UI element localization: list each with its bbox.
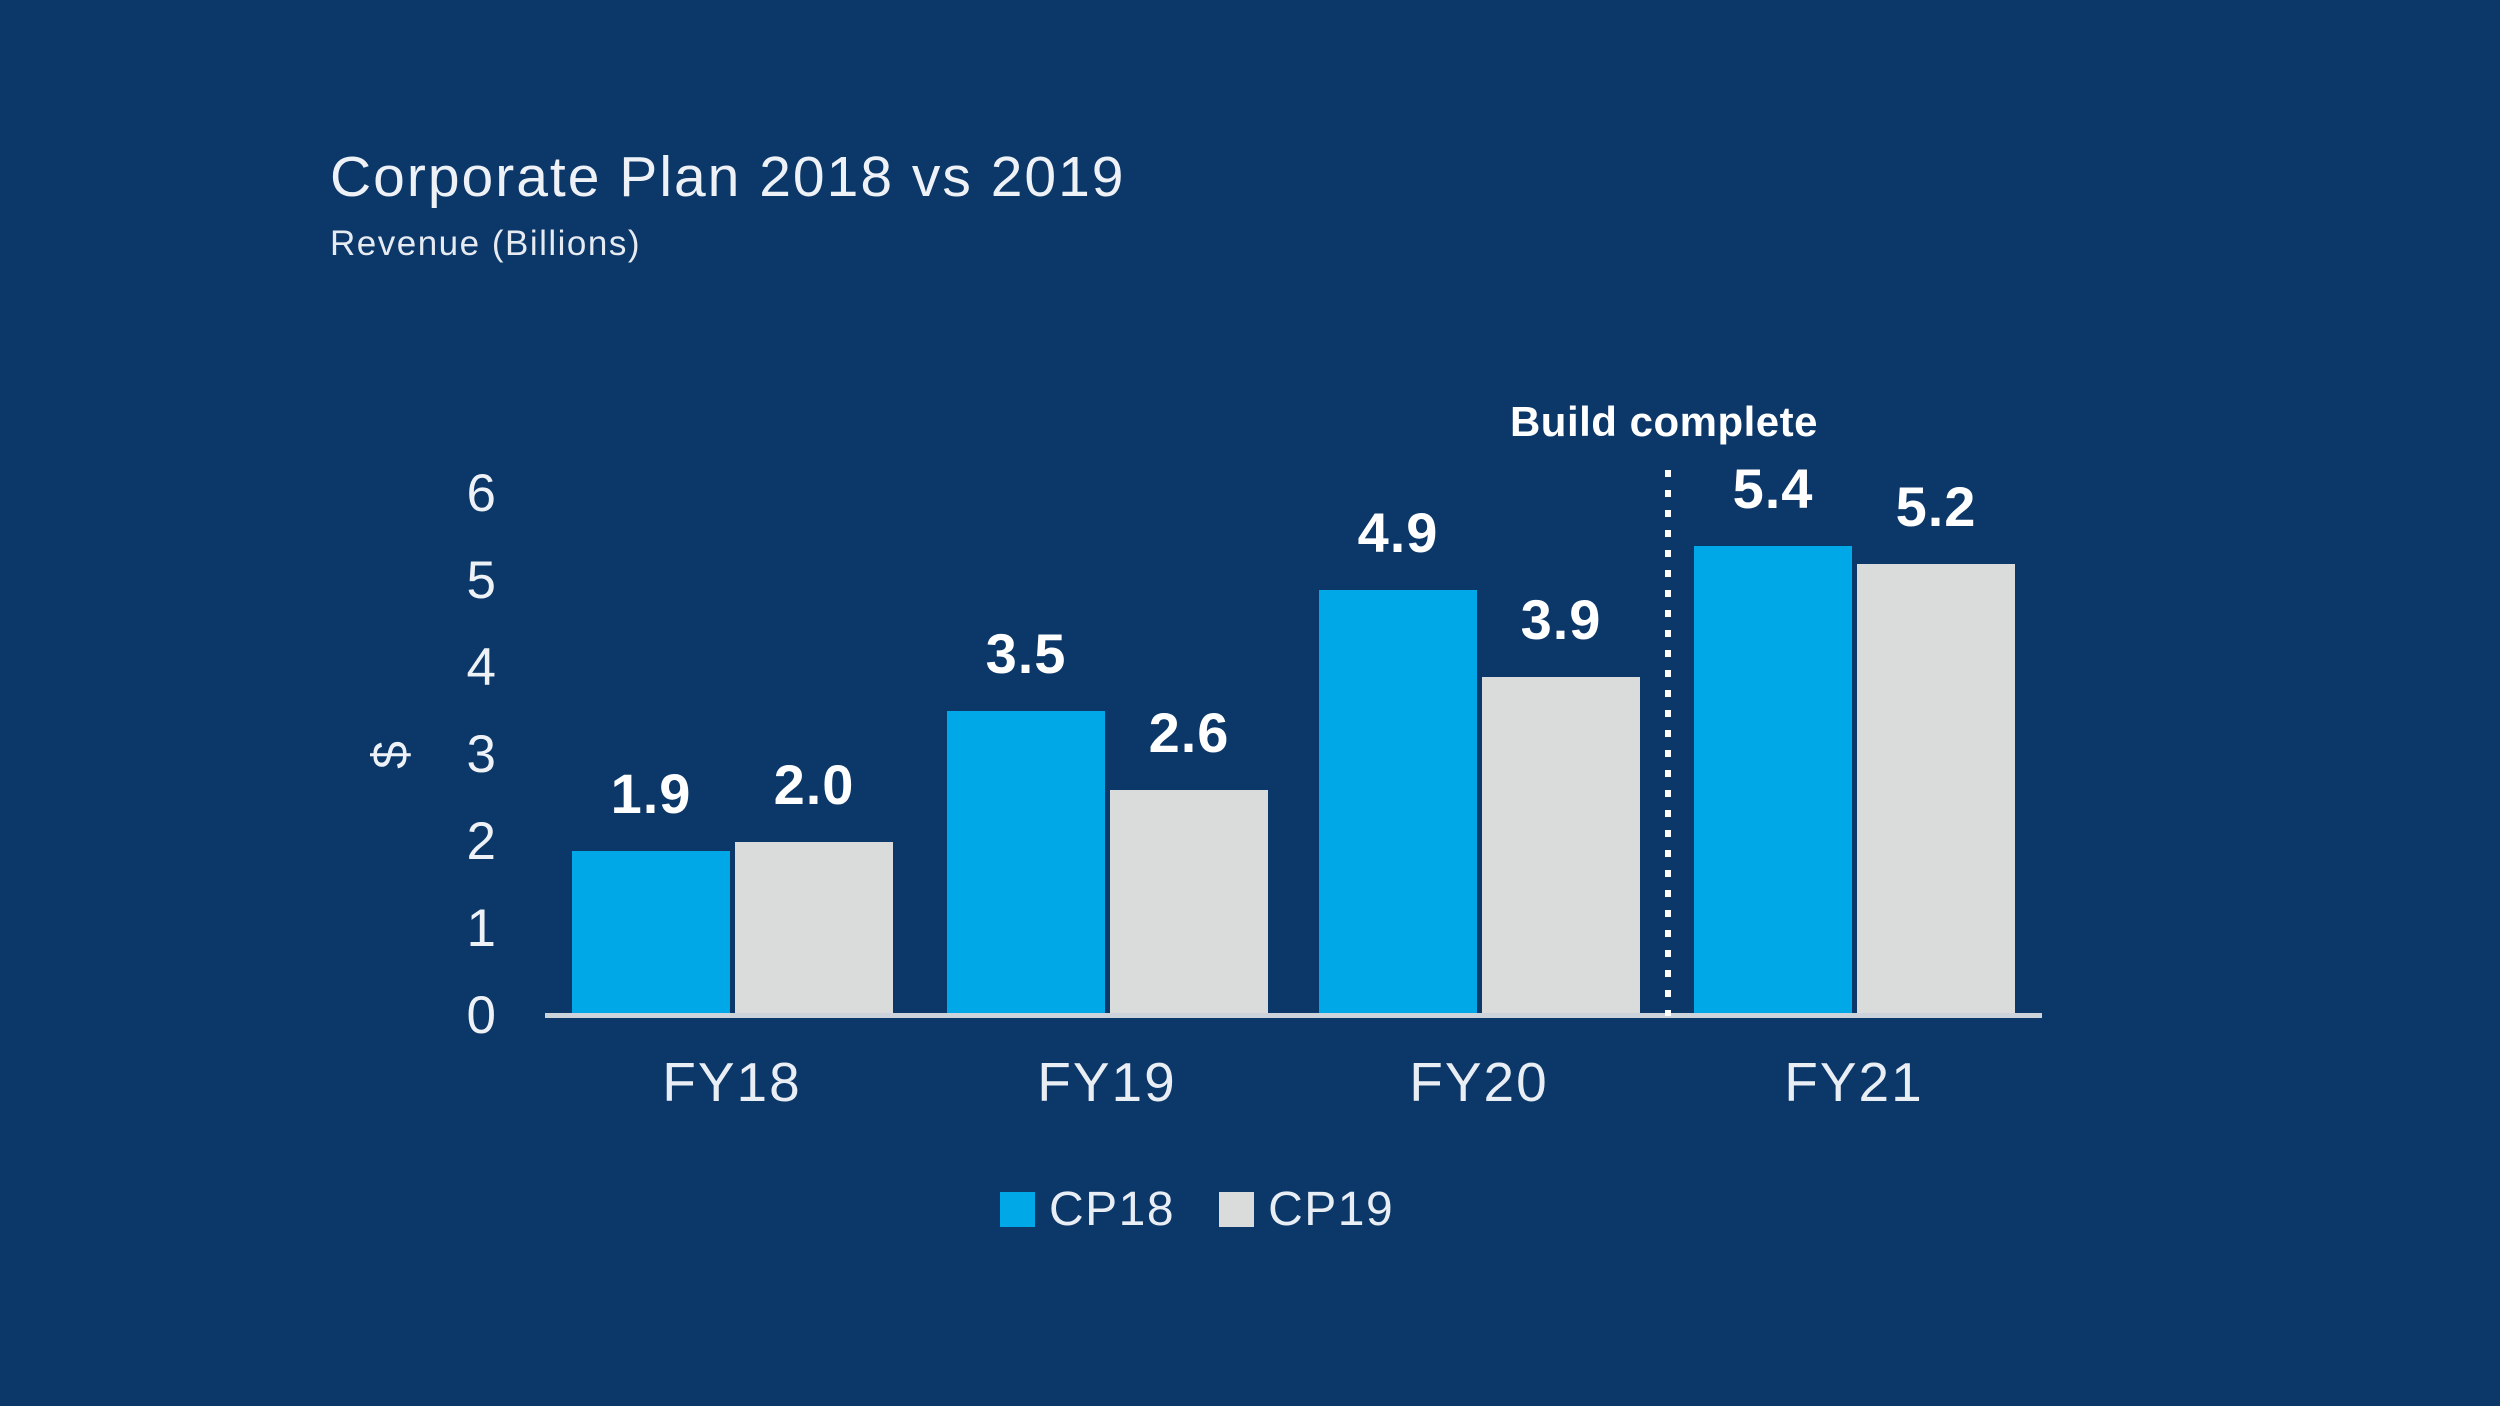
bar-value-cp19-fy18: 2.0: [773, 753, 855, 816]
bar-cp19-fy19: [1110, 790, 1268, 1016]
bar-cp18-fy21: [1694, 546, 1852, 1016]
bar-cp19-fy18: [735, 842, 893, 1016]
legend-item-cp18: CP18: [1000, 1182, 1175, 1237]
y-tick-label-4: 4: [466, 638, 497, 697]
y-tick-label-6: 6: [466, 464, 497, 523]
bar-cp19-fy20: [1482, 677, 1640, 1016]
bar-value-cp18-fy20: 4.9: [1357, 501, 1439, 564]
chart-header: Corporate Plan 2018 vs 2019 Revenue (Bil…: [330, 146, 1126, 264]
y-tick-label-3: 3: [466, 725, 497, 784]
bar-value-cp18-fy18: 1.9: [610, 762, 692, 825]
bar-cp19-fy21: [1857, 564, 2015, 1016]
legend-swatch-cp19: [1219, 1192, 1255, 1227]
x-axis-label-fy19: FY19: [1037, 1051, 1177, 1113]
y-tick-label-1: 1: [466, 899, 497, 958]
page-subtitle: Revenue (Billions): [330, 224, 642, 263]
x-axis-label-fy20: FY20: [1409, 1051, 1549, 1113]
bar-value-cp19-fy19: 2.6: [1148, 701, 1230, 764]
x-axis-baseline: [545, 1013, 2042, 1018]
legend-label-cp19: CP19: [1268, 1183, 1395, 1236]
page-title: Corporate Plan 2018 vs 2019: [330, 145, 1126, 209]
bar-value-cp18-fy21: 5.4: [1732, 457, 1814, 520]
x-axis-label-fy18: FY18: [662, 1051, 802, 1113]
annotation-label: Build complete: [1509, 398, 1819, 445]
x-axis-label-fy21: FY21: [1784, 1051, 1924, 1113]
y-tick-label-2: 2: [466, 812, 497, 871]
annotation-dotted-line: [1665, 470, 1671, 1016]
y-tick-label-0: 0: [466, 986, 497, 1045]
bar-cp18-fy19: [947, 711, 1105, 1016]
bar-cp18-fy20: [1319, 590, 1477, 1016]
legend-label-cp18: CP18: [1049, 1183, 1176, 1236]
bar-value-cp19-fy20: 3.9: [1520, 588, 1602, 651]
bar-value-cp18-fy19: 3.5: [985, 622, 1067, 685]
legend-item-cp19: CP19: [1219, 1182, 1394, 1237]
bar-cp18-fy18: [572, 851, 730, 1016]
legend: CP18 CP19: [1000, 1182, 1394, 1237]
y-axis-title: $: [362, 741, 418, 769]
y-tick-label-5: 5: [466, 551, 497, 610]
bar-value-cp19-fy21: 5.2: [1895, 475, 1977, 538]
legend-swatch-cp18: [1000, 1192, 1035, 1227]
